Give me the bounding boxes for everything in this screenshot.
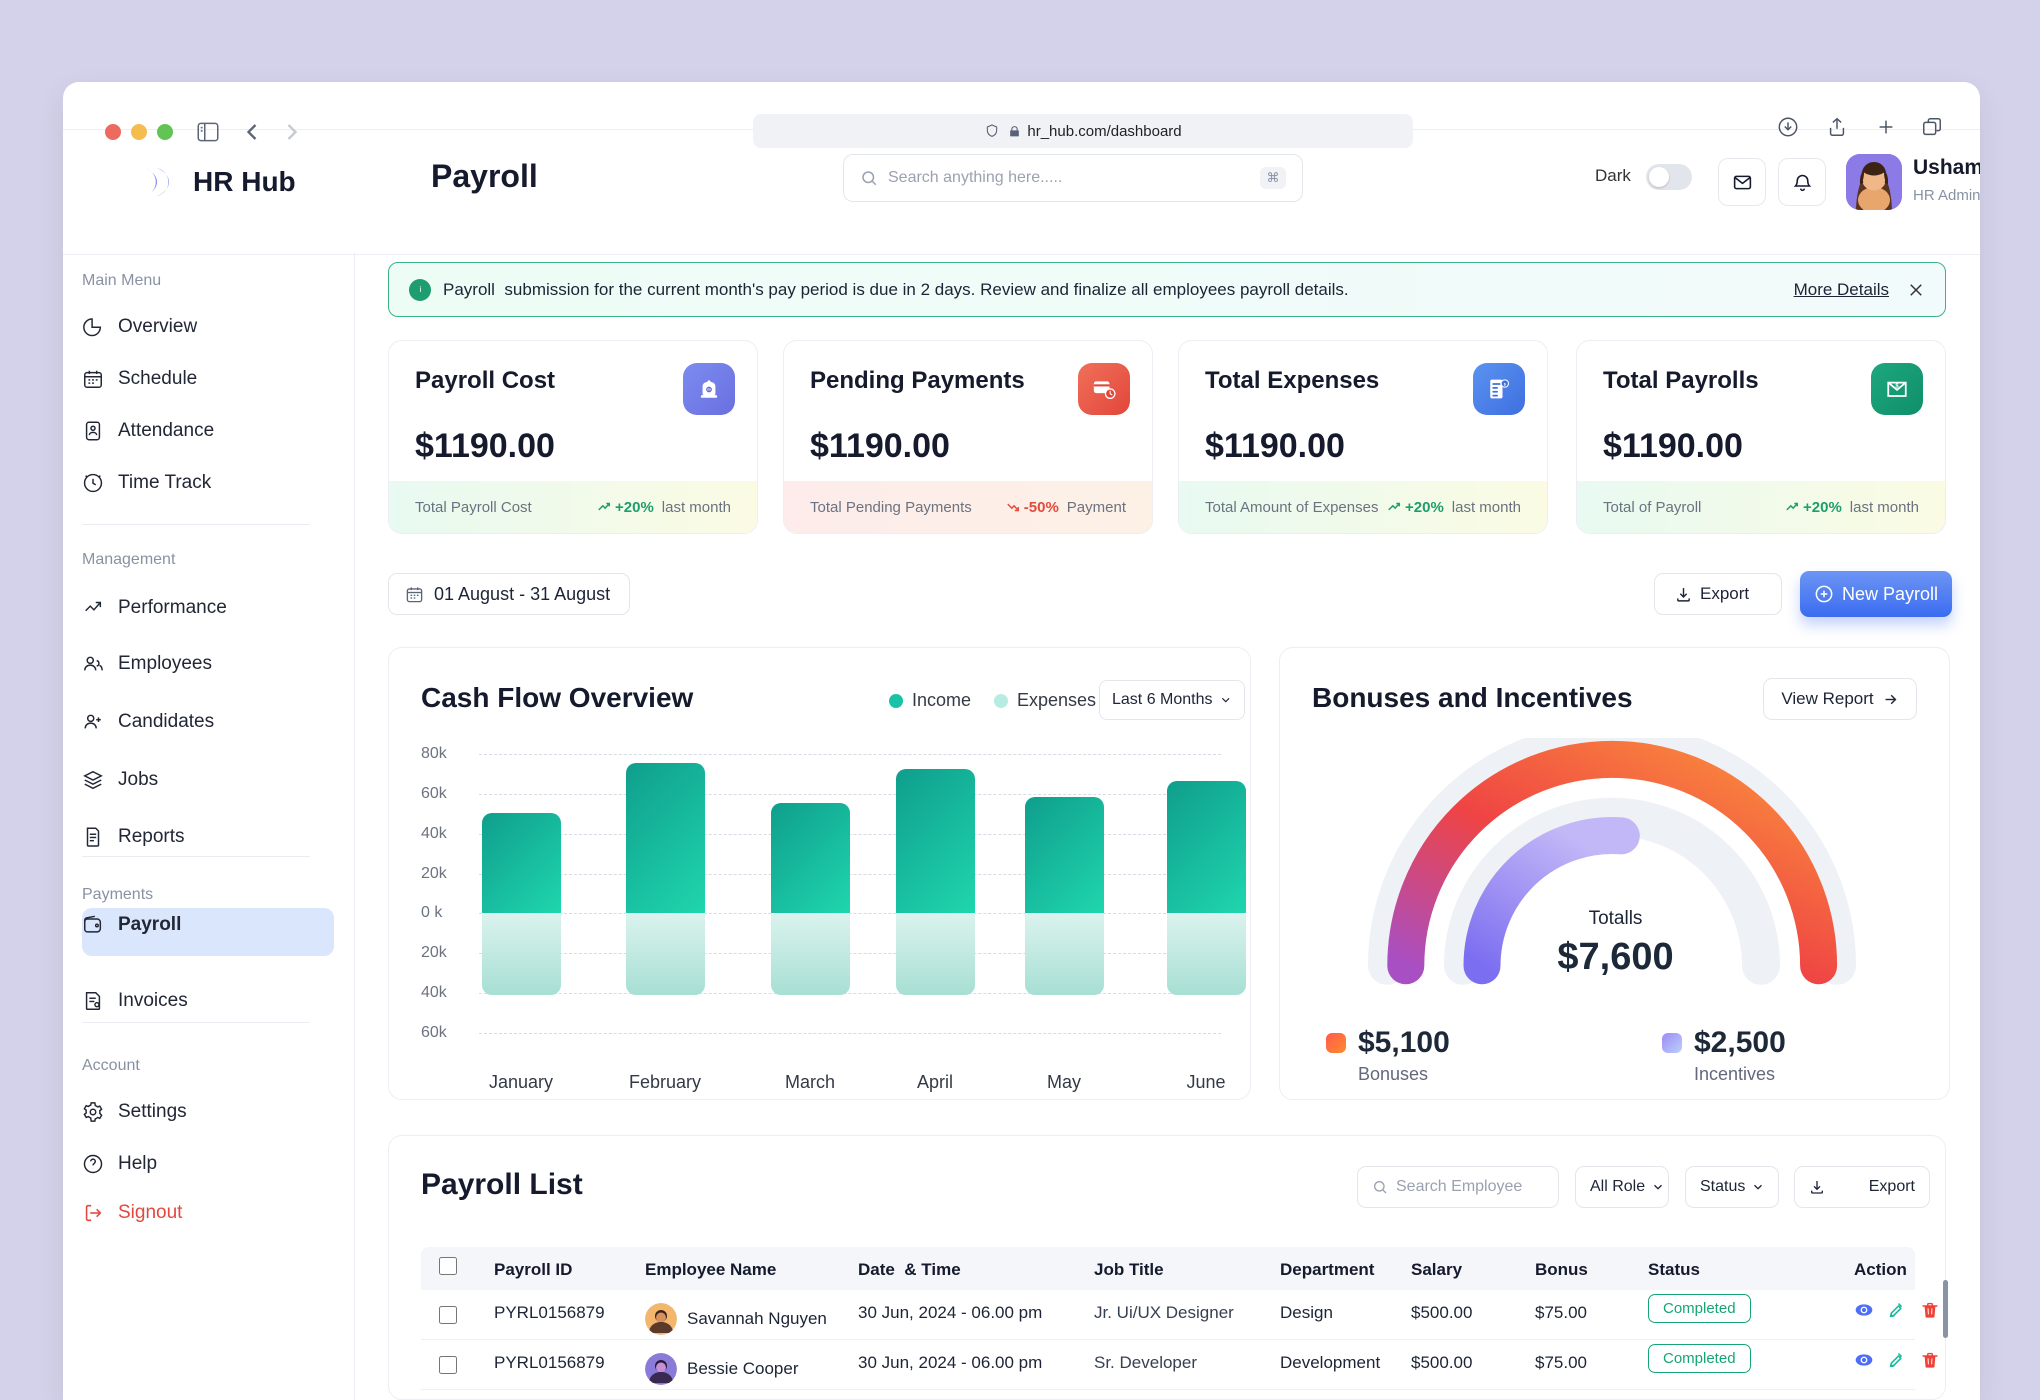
svg-text:i: i: [419, 285, 421, 294]
